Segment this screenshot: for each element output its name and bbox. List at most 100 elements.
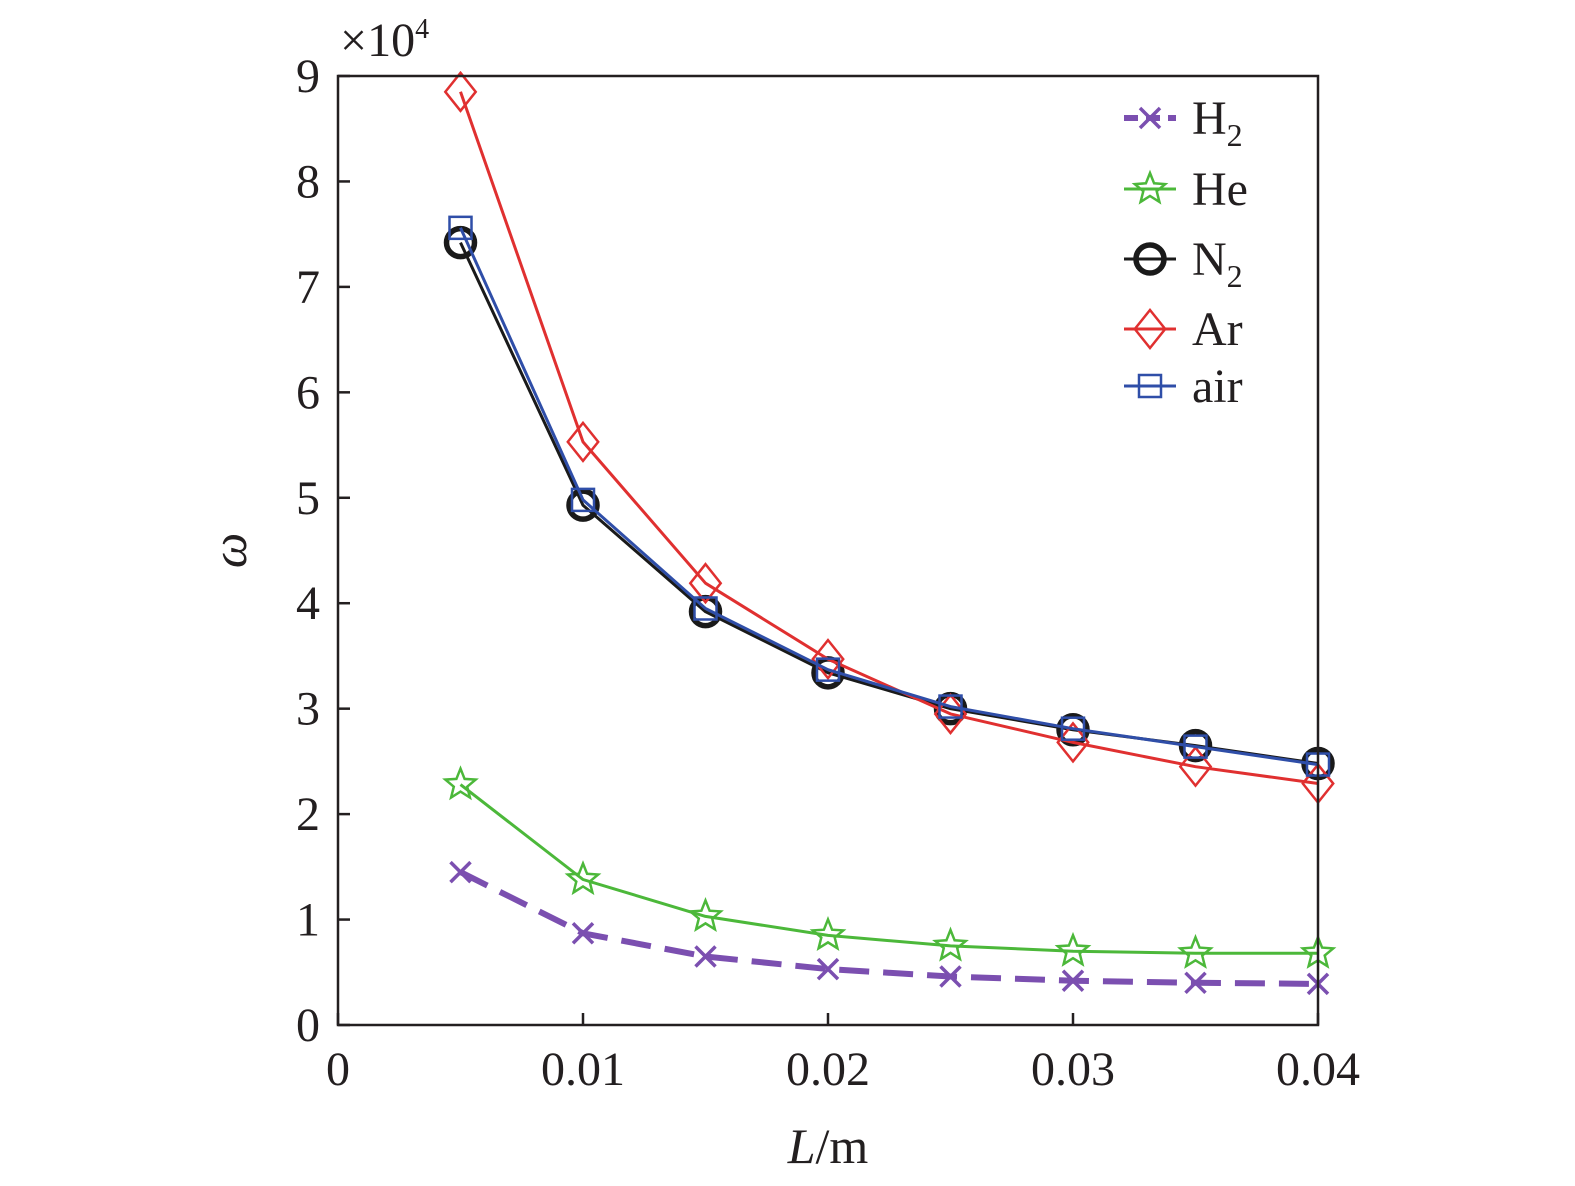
series-air-point-0	[448, 215, 473, 241]
series-air-line	[459, 227, 1319, 767]
series-h2-point-2	[694, 945, 717, 968]
legend-marker-ar	[1133, 307, 1167, 351]
series-ar-point-6-shape	[1178, 745, 1213, 788]
legend-marker-n2	[1133, 242, 1167, 276]
legend-label-h2: H2	[1192, 92, 1243, 153]
y-tick-label-9: 9	[296, 50, 320, 103]
series-h2-point-1	[571, 922, 595, 945]
x-tick-label-1: 0.01	[541, 1043, 625, 1096]
legend-item-ar: Ar	[1124, 303, 1243, 356]
series-he-point-1	[564, 860, 602, 896]
series-ar-point-0	[443, 70, 478, 113]
series-ar-point-6	[1178, 745, 1213, 788]
series-he-point-2	[687, 897, 724, 933]
series-air-point-2-shape	[693, 596, 718, 621]
series-air-point-5-shape	[1060, 716, 1086, 741]
axes: 0 0.01 0.02 0.03 0.04 0 1 2 3 4 5 6 7 8 9 ×104 L/m ω	[201, 14, 1360, 1174]
series-ar-point-3-shape	[811, 638, 845, 681]
series-air-point-4-shape	[938, 694, 963, 719]
y-tick-label-5: 5	[296, 472, 320, 525]
series-air-point-3	[815, 657, 841, 682]
legend-label-air: air	[1192, 360, 1243, 413]
series-h2-point-2-shape	[694, 945, 717, 968]
series-h2-point-6-shape	[1184, 971, 1207, 995]
series-h2-point-1-shape	[571, 922, 595, 945]
series-he-point-5-shape	[1054, 931, 1092, 967]
series-h2-point-3-shape	[816, 957, 840, 981]
series-ar-point-3	[811, 638, 845, 681]
series-he-point-4-shape	[932, 926, 969, 962]
legend-marker-air-shape	[1137, 373, 1163, 399]
y-tick-label-2: 2	[296, 788, 320, 841]
series-ar-point-1	[566, 420, 600, 463]
series-ar-line	[459, 91, 1319, 785]
y-multiplier: ×104	[340, 14, 429, 67]
legend-label-n2: N2	[1192, 233, 1243, 294]
series-n2-point-1	[566, 488, 600, 522]
legend-marker-h2-shape	[1138, 106, 1162, 130]
legend-marker-ar-shape	[1133, 307, 1167, 351]
series-n2-point-1-shape	[566, 488, 600, 522]
legend-marker-h2	[1138, 106, 1162, 130]
series-h2-point-4	[939, 965, 962, 988]
series-air-point-3-shape	[815, 657, 841, 682]
y-tick-label-7: 7	[296, 261, 320, 314]
series-air-point-1	[570, 487, 596, 513]
series-h2-point-4-shape	[939, 965, 962, 988]
legend-marker-n2-shape	[1133, 242, 1167, 276]
legend-label-he: He	[1192, 163, 1248, 216]
y-axis-title: ω	[201, 533, 257, 568]
legend-item-h2: H2	[1124, 92, 1243, 153]
y-tick-label-8: 8	[296, 155, 320, 208]
series-h2-point-0	[449, 860, 472, 884]
series-air-point-1-shape	[570, 487, 596, 513]
series-air-point-0-shape	[448, 215, 473, 241]
series-he-line	[459, 783, 1318, 955]
plot-area	[442, 70, 1337, 996]
series-he-point-6	[1177, 933, 1214, 969]
y-tick-label-3: 3	[296, 683, 320, 736]
x-tick-label-4: 0.04	[1276, 1043, 1360, 1096]
y-tick-label-1: 1	[296, 894, 320, 947]
legend-marker-he-shape	[1131, 169, 1169, 205]
series-he	[442, 765, 1337, 969]
series-ar-point-2-shape	[688, 562, 723, 605]
series-h2-point-3	[816, 957, 840, 981]
series-ar-point-0-shape	[443, 70, 478, 113]
series-h2-point-5	[1061, 969, 1085, 992]
series-he-point-4	[932, 926, 969, 962]
series-he-point-1-shape	[564, 860, 602, 896]
x-tick-label-2: 0.02	[786, 1043, 870, 1096]
series-h2	[449, 860, 1330, 996]
series-h2-point-6	[1184, 971, 1207, 995]
y-tick-label-6: 6	[296, 366, 320, 419]
series-h2-point-5-shape	[1061, 969, 1085, 992]
series-he-point-0	[442, 765, 479, 801]
series-air	[448, 215, 1331, 777]
series-air-point-5	[1060, 716, 1086, 741]
series-ar	[443, 70, 1335, 805]
series-air-point-2	[693, 596, 718, 621]
series-ar-point-1-shape	[566, 420, 600, 463]
legend-item-air: air	[1124, 360, 1243, 413]
series-h2-point-0-shape	[449, 860, 472, 884]
y-tick-label-4: 4	[296, 577, 320, 630]
series-air-point-4	[938, 694, 963, 719]
legend-item-he: He	[1124, 163, 1248, 216]
series-air-point-6	[1183, 734, 1208, 759]
series-he-point-5	[1054, 931, 1092, 967]
legend-marker-air	[1137, 373, 1163, 399]
series-he-point-6-shape	[1177, 933, 1214, 969]
series-he-point-0-shape	[442, 765, 479, 801]
x-axis-title: L/m	[787, 1118, 869, 1174]
series-he-point-3-shape	[809, 916, 847, 952]
legend-label-ar: Ar	[1192, 303, 1243, 356]
series-he-point-3	[809, 916, 847, 952]
series-he-point-2-shape	[687, 897, 724, 933]
series-h2-line	[459, 869, 1319, 987]
y-tick-label-0: 0	[296, 999, 320, 1052]
series-air-point-6-shape	[1183, 734, 1208, 759]
x-tick-label-0: 0	[326, 1043, 350, 1096]
